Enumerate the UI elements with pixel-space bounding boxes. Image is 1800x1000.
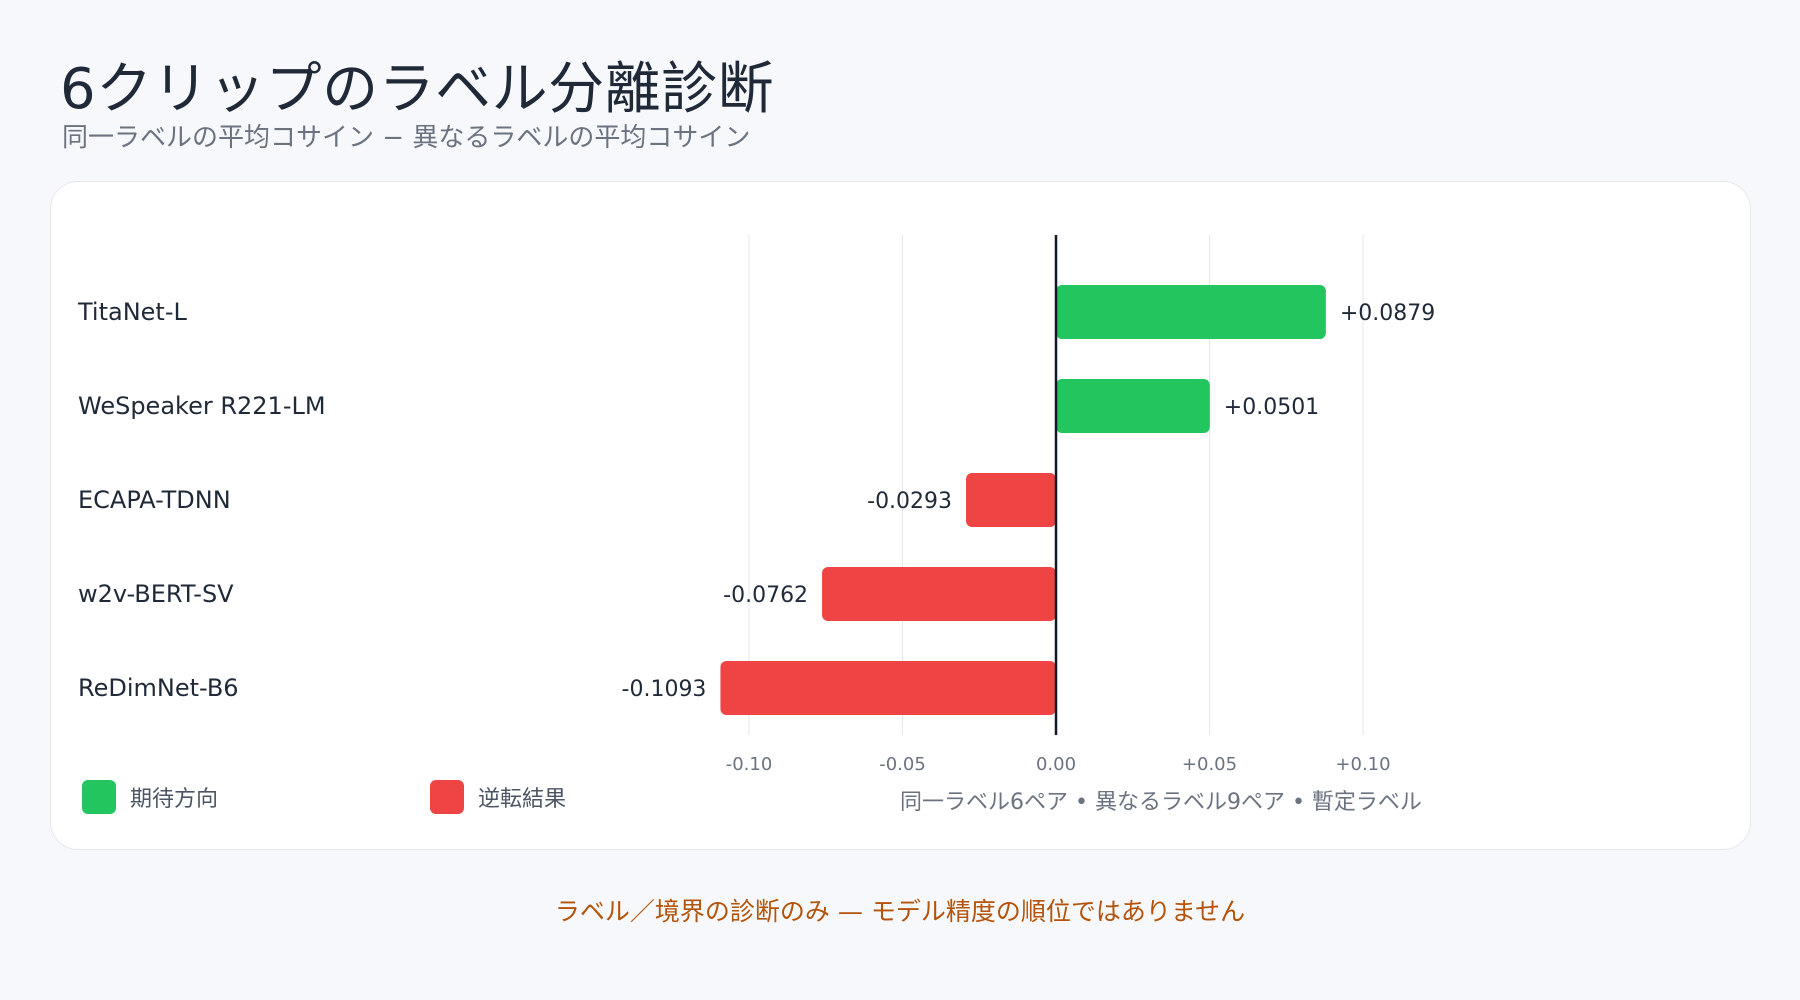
x-tick-label: +0.05 [1182, 754, 1237, 775]
x-tick-label: 0.00 [1036, 754, 1076, 775]
value-label: -0.0762 [723, 583, 808, 608]
value-label: +0.0501 [1224, 395, 1319, 420]
x-tick-label: +0.10 [1335, 754, 1390, 775]
legend-reversed: 逆転結果 [430, 780, 566, 814]
x-tick-label: -0.05 [879, 754, 926, 775]
value-label: -0.0293 [867, 489, 952, 514]
legend-expected-label: 期待方向 [130, 787, 219, 812]
row-label: ECAPA-TDNN [78, 486, 231, 514]
legend-expected: 期待方向 [82, 780, 218, 814]
legend-expected-swatch [82, 780, 116, 814]
row-label: w2v-BERT-SV [78, 580, 234, 608]
caveat-note: ラベル／境界の診断のみ — モデル精度の順位ではありません [554, 897, 1246, 926]
legend-reversed-label: 逆転結果 [478, 787, 567, 812]
chart-title: 6クリップのラベル分離診断 [60, 57, 775, 122]
row-label: TitaNet-L [77, 298, 187, 326]
row-label: WeSpeaker R221-LM [78, 392, 326, 420]
bar [720, 661, 1056, 715]
bar [1056, 285, 1326, 339]
legend-reversed-swatch [430, 780, 464, 814]
bar [822, 567, 1056, 621]
bar [966, 473, 1056, 527]
chart-footnote: 同一ラベル6ペア • 異なるラベル9ペア • 暫定ラベル [900, 790, 1422, 815]
row-label: ReDimNet-B6 [78, 674, 239, 702]
value-label: -0.1093 [622, 677, 707, 702]
chart-panel [50, 181, 1751, 850]
value-label: +0.0879 [1340, 301, 1435, 326]
bar [1056, 379, 1210, 433]
x-tick-label: -0.10 [726, 754, 773, 775]
chart-subtitle: 同一ラベルの平均コサイン − 異なるラベルの平均コサイン [62, 123, 751, 153]
